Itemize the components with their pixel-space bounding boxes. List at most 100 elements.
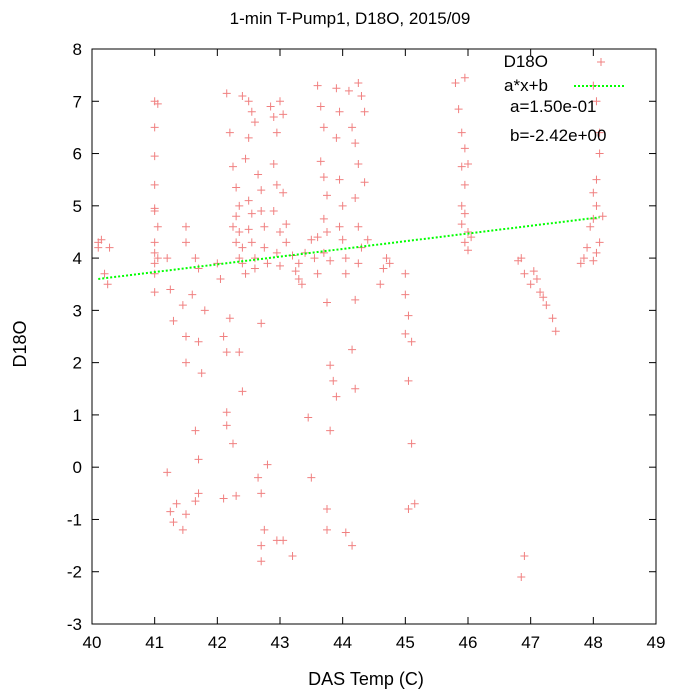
data-point — [150, 288, 159, 297]
data-point — [297, 280, 306, 289]
data-point — [150, 238, 159, 247]
data-point — [460, 209, 469, 218]
data-point — [338, 235, 347, 244]
data-point — [341, 269, 350, 278]
data-point — [150, 152, 159, 161]
data-point — [407, 439, 416, 448]
data-point — [410, 499, 419, 508]
x-tick-label: 41 — [145, 633, 164, 652]
data-point — [401, 329, 410, 338]
data-point — [269, 207, 278, 216]
data-point — [222, 408, 231, 417]
data-point — [244, 196, 253, 205]
data-point — [269, 160, 278, 168]
data-point — [94, 243, 103, 252]
data-point — [467, 233, 476, 242]
data-point — [222, 348, 231, 357]
data-point — [219, 494, 228, 503]
data-point — [272, 248, 281, 257]
data-point — [348, 123, 357, 132]
data-point — [592, 97, 601, 106]
data-point — [97, 235, 106, 244]
data-point — [332, 392, 341, 401]
data-point — [351, 295, 360, 304]
data-point — [592, 175, 601, 184]
data-point — [150, 180, 159, 189]
data-point — [332, 84, 341, 93]
data-point — [235, 348, 244, 357]
data-point — [323, 191, 331, 200]
x-tick-label: 40 — [83, 633, 102, 652]
data-point — [260, 525, 269, 534]
data-point — [188, 290, 197, 299]
data-point — [313, 233, 322, 242]
data-point — [194, 489, 203, 498]
data-point — [304, 413, 313, 422]
data-point — [250, 264, 259, 273]
data-point — [276, 97, 284, 106]
data-point — [354, 259, 363, 268]
data-point — [153, 99, 162, 108]
data-point — [526, 280, 535, 289]
data-point — [385, 259, 394, 268]
data-point — [338, 201, 347, 210]
data-point — [460, 180, 469, 189]
data-point — [579, 254, 588, 263]
data-point — [323, 505, 331, 513]
data-point — [191, 254, 200, 263]
data-point — [344, 86, 353, 95]
data-point — [272, 180, 281, 189]
data-point — [548, 314, 557, 323]
x-tick-label: 42 — [208, 633, 227, 652]
data-point — [348, 541, 357, 550]
data-point — [200, 306, 209, 315]
data-point — [153, 222, 162, 231]
data-point — [194, 337, 203, 346]
data-point — [232, 491, 241, 500]
data-point — [169, 316, 178, 325]
data-point — [238, 387, 247, 396]
legend-plus-marker — [597, 58, 605, 66]
data-point — [254, 473, 263, 482]
data-point — [222, 421, 231, 430]
chart-title: 1-min T-Pump1, D18O, 2015/09 — [230, 9, 471, 28]
fit-line-group — [98, 216, 600, 280]
data-point — [376, 280, 385, 289]
data-point — [279, 110, 288, 119]
y-tick-label: 7 — [73, 92, 82, 111]
data-point — [401, 269, 410, 278]
data-point — [464, 246, 472, 255]
data-point — [451, 78, 460, 87]
data-point — [257, 557, 266, 566]
data-point — [269, 112, 278, 121]
data-point — [222, 89, 231, 98]
data-point — [254, 170, 263, 179]
data-point — [589, 256, 598, 265]
data-point — [354, 222, 363, 231]
y-tick-label: 8 — [73, 40, 82, 59]
data-point — [103, 280, 112, 289]
data-point — [351, 384, 360, 393]
data-point — [586, 222, 595, 231]
data-point — [457, 128, 466, 137]
data-point — [235, 227, 244, 236]
x-tick-label: 49 — [647, 633, 666, 652]
data-point — [460, 73, 469, 82]
data-point — [404, 311, 413, 320]
data-point — [407, 337, 416, 346]
data-point — [457, 201, 466, 210]
data-point — [595, 128, 604, 137]
data-point — [348, 345, 357, 354]
data-point — [235, 254, 244, 263]
legend-label-d18o: D18O — [504, 52, 548, 71]
y-axis-label: D18O — [10, 320, 30, 367]
data-point — [551, 327, 560, 336]
data-point — [341, 254, 350, 263]
data-point — [529, 267, 538, 276]
data-point — [257, 541, 266, 550]
data-point — [244, 97, 253, 106]
data-point — [250, 118, 259, 127]
data-point — [592, 201, 601, 210]
data-point — [266, 102, 275, 111]
